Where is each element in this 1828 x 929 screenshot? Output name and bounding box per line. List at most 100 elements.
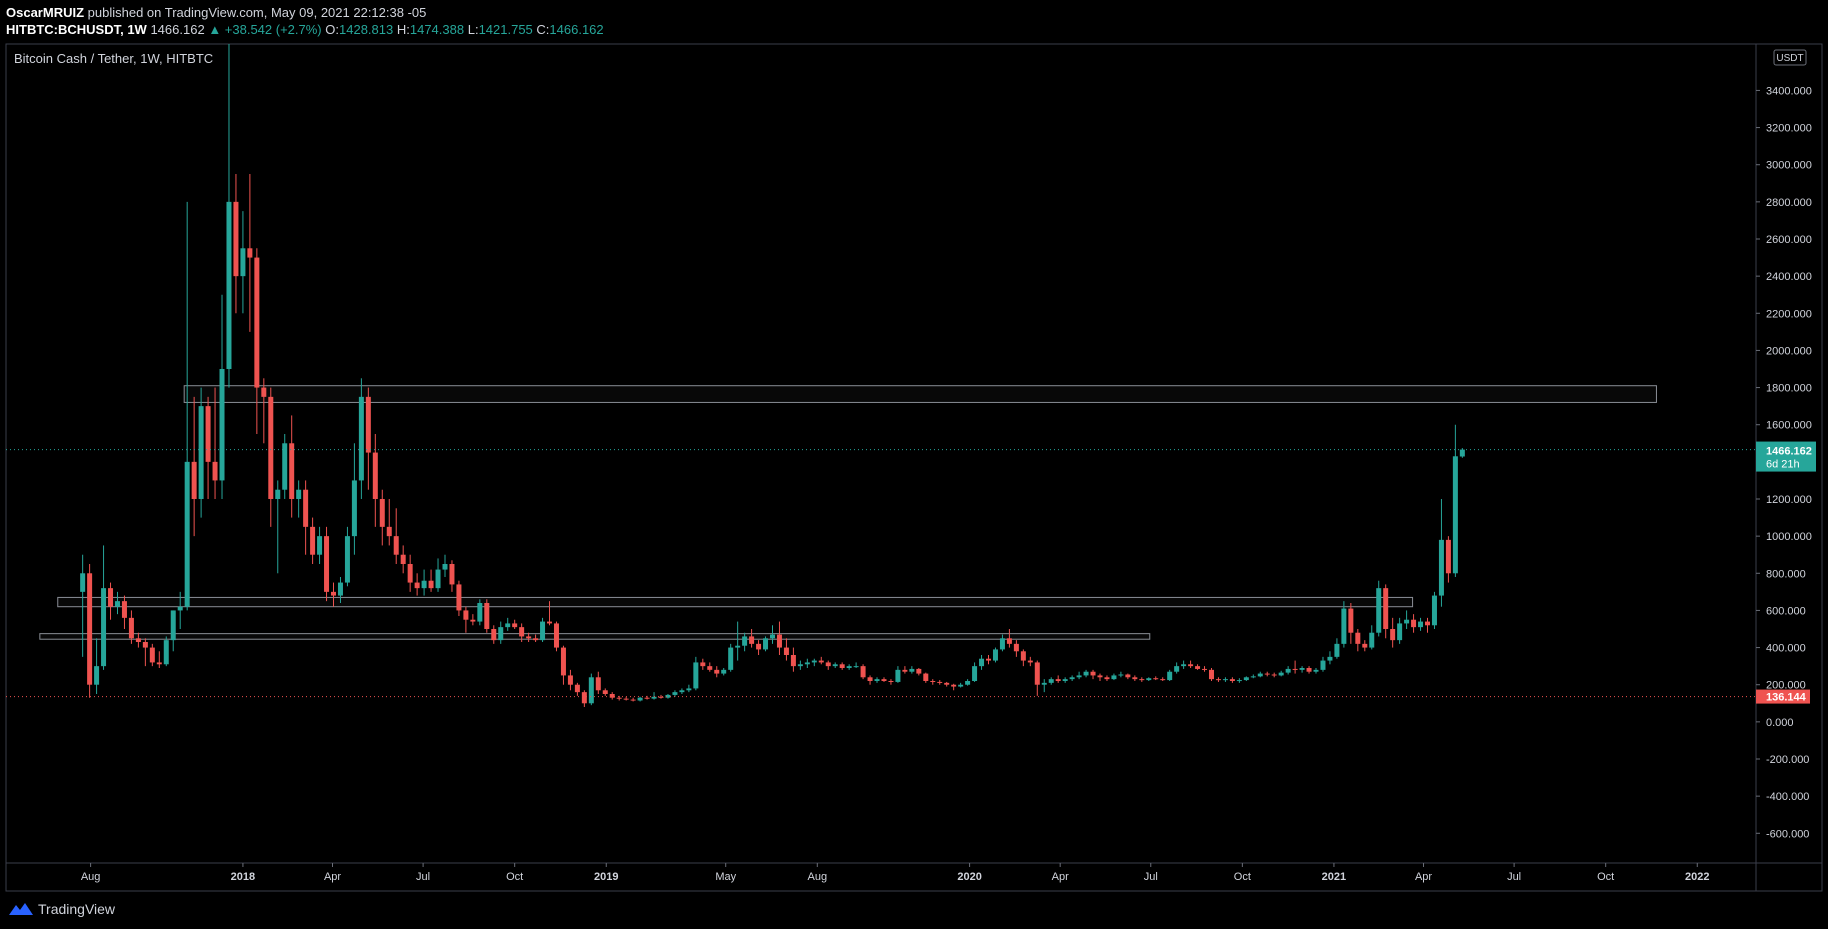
candle <box>386 499 392 546</box>
candle-body <box>1355 632 1361 644</box>
candle <box>658 694 664 699</box>
candle <box>1452 424 1458 577</box>
candle <box>958 682 964 688</box>
candle <box>344 526 350 587</box>
candle <box>1097 673 1103 681</box>
candle <box>979 655 985 670</box>
candle-body <box>728 647 734 670</box>
candle <box>142 638 148 667</box>
candle-body <box>337 582 343 596</box>
candle <box>184 201 190 611</box>
candle <box>170 610 176 652</box>
candle-body <box>533 638 539 641</box>
currency-badge[interactable]: USDT <box>1773 49 1807 66</box>
candle <box>1250 674 1256 679</box>
candle <box>477 599 483 626</box>
candle-body <box>616 697 622 699</box>
candle-body <box>1285 668 1291 673</box>
candle <box>616 695 622 701</box>
candle <box>358 378 364 499</box>
candle <box>1271 672 1277 678</box>
candle-body <box>804 662 810 665</box>
candle <box>714 666 720 678</box>
low-value: 1421.755 <box>478 22 533 37</box>
publish-text: published on TradingView.com, May 09, 20… <box>87 5 427 20</box>
candle-body <box>428 580 434 589</box>
candle <box>651 692 657 700</box>
author-name[interactable]: OscarMRUIZ <box>6 5 85 20</box>
candle <box>1390 617 1396 648</box>
candle <box>1348 603 1354 644</box>
candle-body <box>442 564 448 570</box>
x-tick-label: 2018 <box>231 871 255 883</box>
last-price-tag-value: 1466.162 <box>1766 446 1812 458</box>
candle-body <box>1341 608 1347 644</box>
candle-body <box>790 655 796 667</box>
y-tick-label: -600.000 <box>1766 828 1809 840</box>
close-value: 1466.162 <box>549 22 604 37</box>
candle-body <box>163 640 169 665</box>
candle <box>999 634 1005 652</box>
candle <box>1195 664 1201 670</box>
candle <box>372 434 378 527</box>
candle-body <box>205 406 211 462</box>
candle-body <box>470 619 476 622</box>
candle-body <box>609 694 615 698</box>
candle <box>686 684 692 693</box>
candle <box>951 683 957 691</box>
zone-rectangle[interactable] <box>57 596 1414 608</box>
candle-body <box>602 690 608 694</box>
candle-body <box>344 536 350 583</box>
tradingview-brand[interactable]: TradingView <box>8 901 115 917</box>
candle <box>108 582 114 620</box>
zone-rectangle[interactable] <box>183 385 1657 403</box>
candle-body <box>498 627 504 641</box>
candle <box>902 666 908 674</box>
candle <box>101 545 107 670</box>
candle <box>428 569 434 592</box>
zone-rectangle[interactable] <box>39 633 1151 640</box>
candle-body <box>1202 668 1208 670</box>
candle-body <box>407 564 413 583</box>
candle-body <box>776 634 782 648</box>
candle-body <box>1397 623 1403 641</box>
candle <box>337 577 343 603</box>
candle-body <box>581 692 587 704</box>
candle-body <box>1257 673 1263 677</box>
candle <box>867 675 873 685</box>
candle-body <box>477 603 483 622</box>
candle <box>581 690 587 707</box>
candle <box>463 606 469 633</box>
symbol-label: HITBTC:BCHUSDT, 1W <box>6 22 147 37</box>
x-tick-label: Oct <box>506 871 523 883</box>
candle <box>742 632 748 652</box>
candle-body <box>142 642 148 648</box>
candle-body <box>721 669 727 674</box>
candle-body <box>1174 666 1180 672</box>
candle <box>930 679 936 685</box>
candle <box>1243 676 1249 681</box>
candle-body <box>310 526 316 555</box>
candle <box>944 681 950 687</box>
candle-body <box>992 649 998 661</box>
candle <box>1013 640 1019 657</box>
candle <box>442 554 448 577</box>
candle-body <box>240 248 246 277</box>
candle <box>512 619 518 629</box>
candle <box>240 211 246 314</box>
candle <box>449 560 455 592</box>
candle-body <box>303 489 309 527</box>
candle-body <box>1362 643 1368 648</box>
candle-body <box>219 369 225 481</box>
candle <box>198 387 204 518</box>
x-tick-label: 2019 <box>594 871 618 883</box>
candle <box>254 248 260 434</box>
candle <box>992 647 998 663</box>
candle <box>1208 668 1214 681</box>
candle <box>533 634 539 642</box>
candle <box>1006 629 1012 648</box>
candle-body <box>693 662 699 689</box>
candle <box>547 601 553 626</box>
candle <box>456 580 462 616</box>
